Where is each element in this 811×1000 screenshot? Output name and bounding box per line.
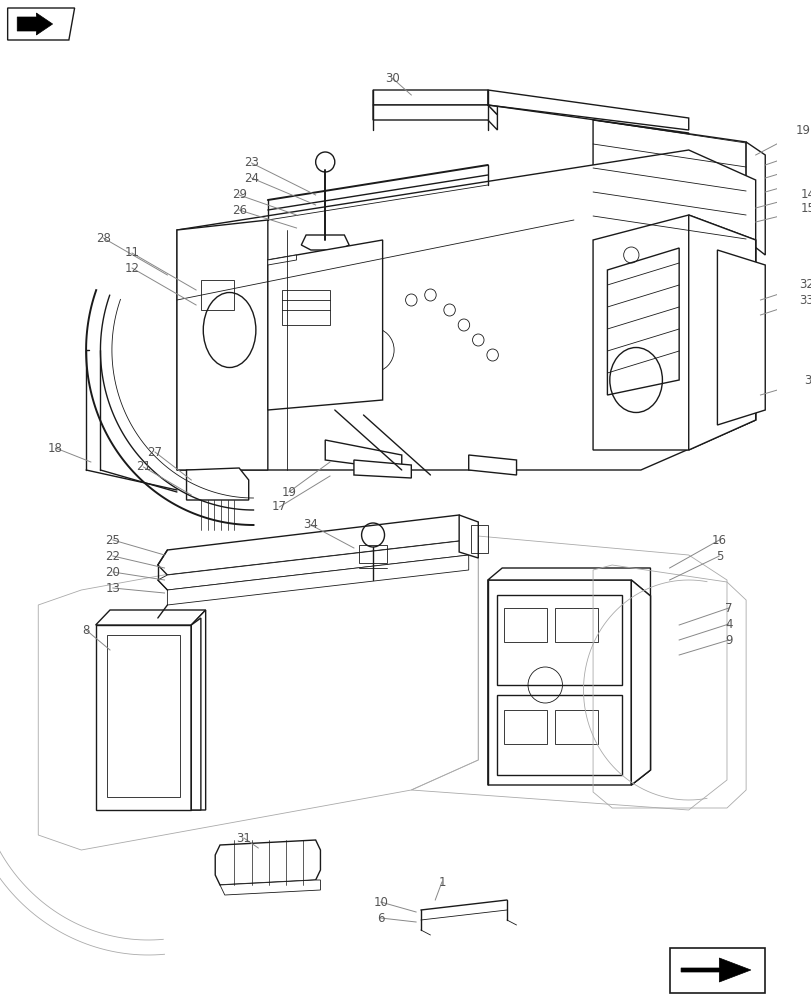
- Text: 14: 14: [800, 188, 811, 200]
- Polygon shape: [268, 255, 296, 265]
- Text: 19: 19: [795, 123, 810, 136]
- Text: 11: 11: [124, 246, 139, 259]
- Text: 29: 29: [231, 188, 247, 202]
- Polygon shape: [630, 580, 650, 785]
- Text: 35: 35: [803, 373, 811, 386]
- Polygon shape: [191, 618, 200, 810]
- Text: 5: 5: [714, 550, 722, 562]
- Polygon shape: [177, 220, 268, 470]
- Bar: [497, 695, 621, 775]
- Bar: [282, 290, 329, 325]
- Bar: [107, 635, 179, 797]
- Polygon shape: [607, 248, 678, 395]
- Polygon shape: [487, 580, 650, 785]
- Text: 22: 22: [105, 550, 120, 562]
- Text: 15: 15: [800, 202, 811, 216]
- Polygon shape: [680, 958, 750, 982]
- Text: 13: 13: [105, 582, 120, 594]
- Polygon shape: [688, 215, 755, 450]
- Polygon shape: [157, 515, 468, 575]
- Text: 32: 32: [798, 278, 811, 292]
- Polygon shape: [191, 610, 205, 810]
- Text: 7: 7: [724, 601, 732, 614]
- Bar: [497, 595, 621, 685]
- Polygon shape: [96, 610, 205, 625]
- Text: 8: 8: [82, 624, 90, 637]
- Text: 20: 20: [105, 566, 120, 578]
- Text: 16: 16: [711, 534, 726, 546]
- Text: 25: 25: [105, 534, 120, 546]
- Polygon shape: [458, 515, 478, 558]
- Text: 27: 27: [148, 446, 162, 458]
- Polygon shape: [717, 250, 764, 425]
- Polygon shape: [745, 142, 764, 255]
- Polygon shape: [177, 150, 755, 470]
- Polygon shape: [354, 460, 411, 478]
- Text: 34: 34: [303, 518, 318, 532]
- Polygon shape: [468, 455, 516, 475]
- Polygon shape: [325, 440, 401, 470]
- Text: 19: 19: [281, 486, 296, 498]
- Text: 23: 23: [244, 156, 259, 169]
- Text: 26: 26: [231, 204, 247, 217]
- Polygon shape: [220, 880, 320, 895]
- Polygon shape: [96, 625, 191, 810]
- Bar: [554, 608, 597, 642]
- Polygon shape: [301, 235, 349, 250]
- Polygon shape: [157, 540, 468, 590]
- Text: 9: 9: [724, 634, 732, 647]
- Bar: [669, 948, 764, 993]
- Polygon shape: [167, 555, 468, 605]
- Text: 18: 18: [48, 442, 62, 454]
- Text: 21: 21: [135, 460, 151, 474]
- Bar: [358, 545, 387, 563]
- Polygon shape: [487, 568, 650, 596]
- Bar: [554, 710, 597, 744]
- Bar: [470, 525, 487, 553]
- Text: 31: 31: [236, 832, 251, 844]
- Text: 17: 17: [272, 500, 286, 514]
- Text: 10: 10: [373, 896, 388, 908]
- Polygon shape: [7, 8, 75, 40]
- Polygon shape: [187, 468, 248, 500]
- Polygon shape: [630, 580, 650, 785]
- Bar: [504, 710, 547, 744]
- Text: 4: 4: [724, 617, 732, 631]
- Polygon shape: [215, 840, 320, 885]
- Polygon shape: [372, 105, 497, 130]
- Polygon shape: [487, 90, 688, 130]
- Text: 30: 30: [384, 72, 399, 85]
- Text: 6: 6: [376, 912, 384, 924]
- Text: 1: 1: [438, 876, 445, 888]
- Text: 24: 24: [244, 172, 259, 184]
- Polygon shape: [372, 90, 497, 115]
- Text: 33: 33: [798, 294, 811, 306]
- Bar: [504, 608, 547, 642]
- Polygon shape: [268, 240, 382, 410]
- Bar: [200, 280, 234, 310]
- Polygon shape: [17, 13, 53, 35]
- Polygon shape: [592, 120, 745, 260]
- Text: 28: 28: [96, 232, 110, 244]
- Polygon shape: [592, 215, 755, 450]
- Text: 12: 12: [124, 261, 139, 274]
